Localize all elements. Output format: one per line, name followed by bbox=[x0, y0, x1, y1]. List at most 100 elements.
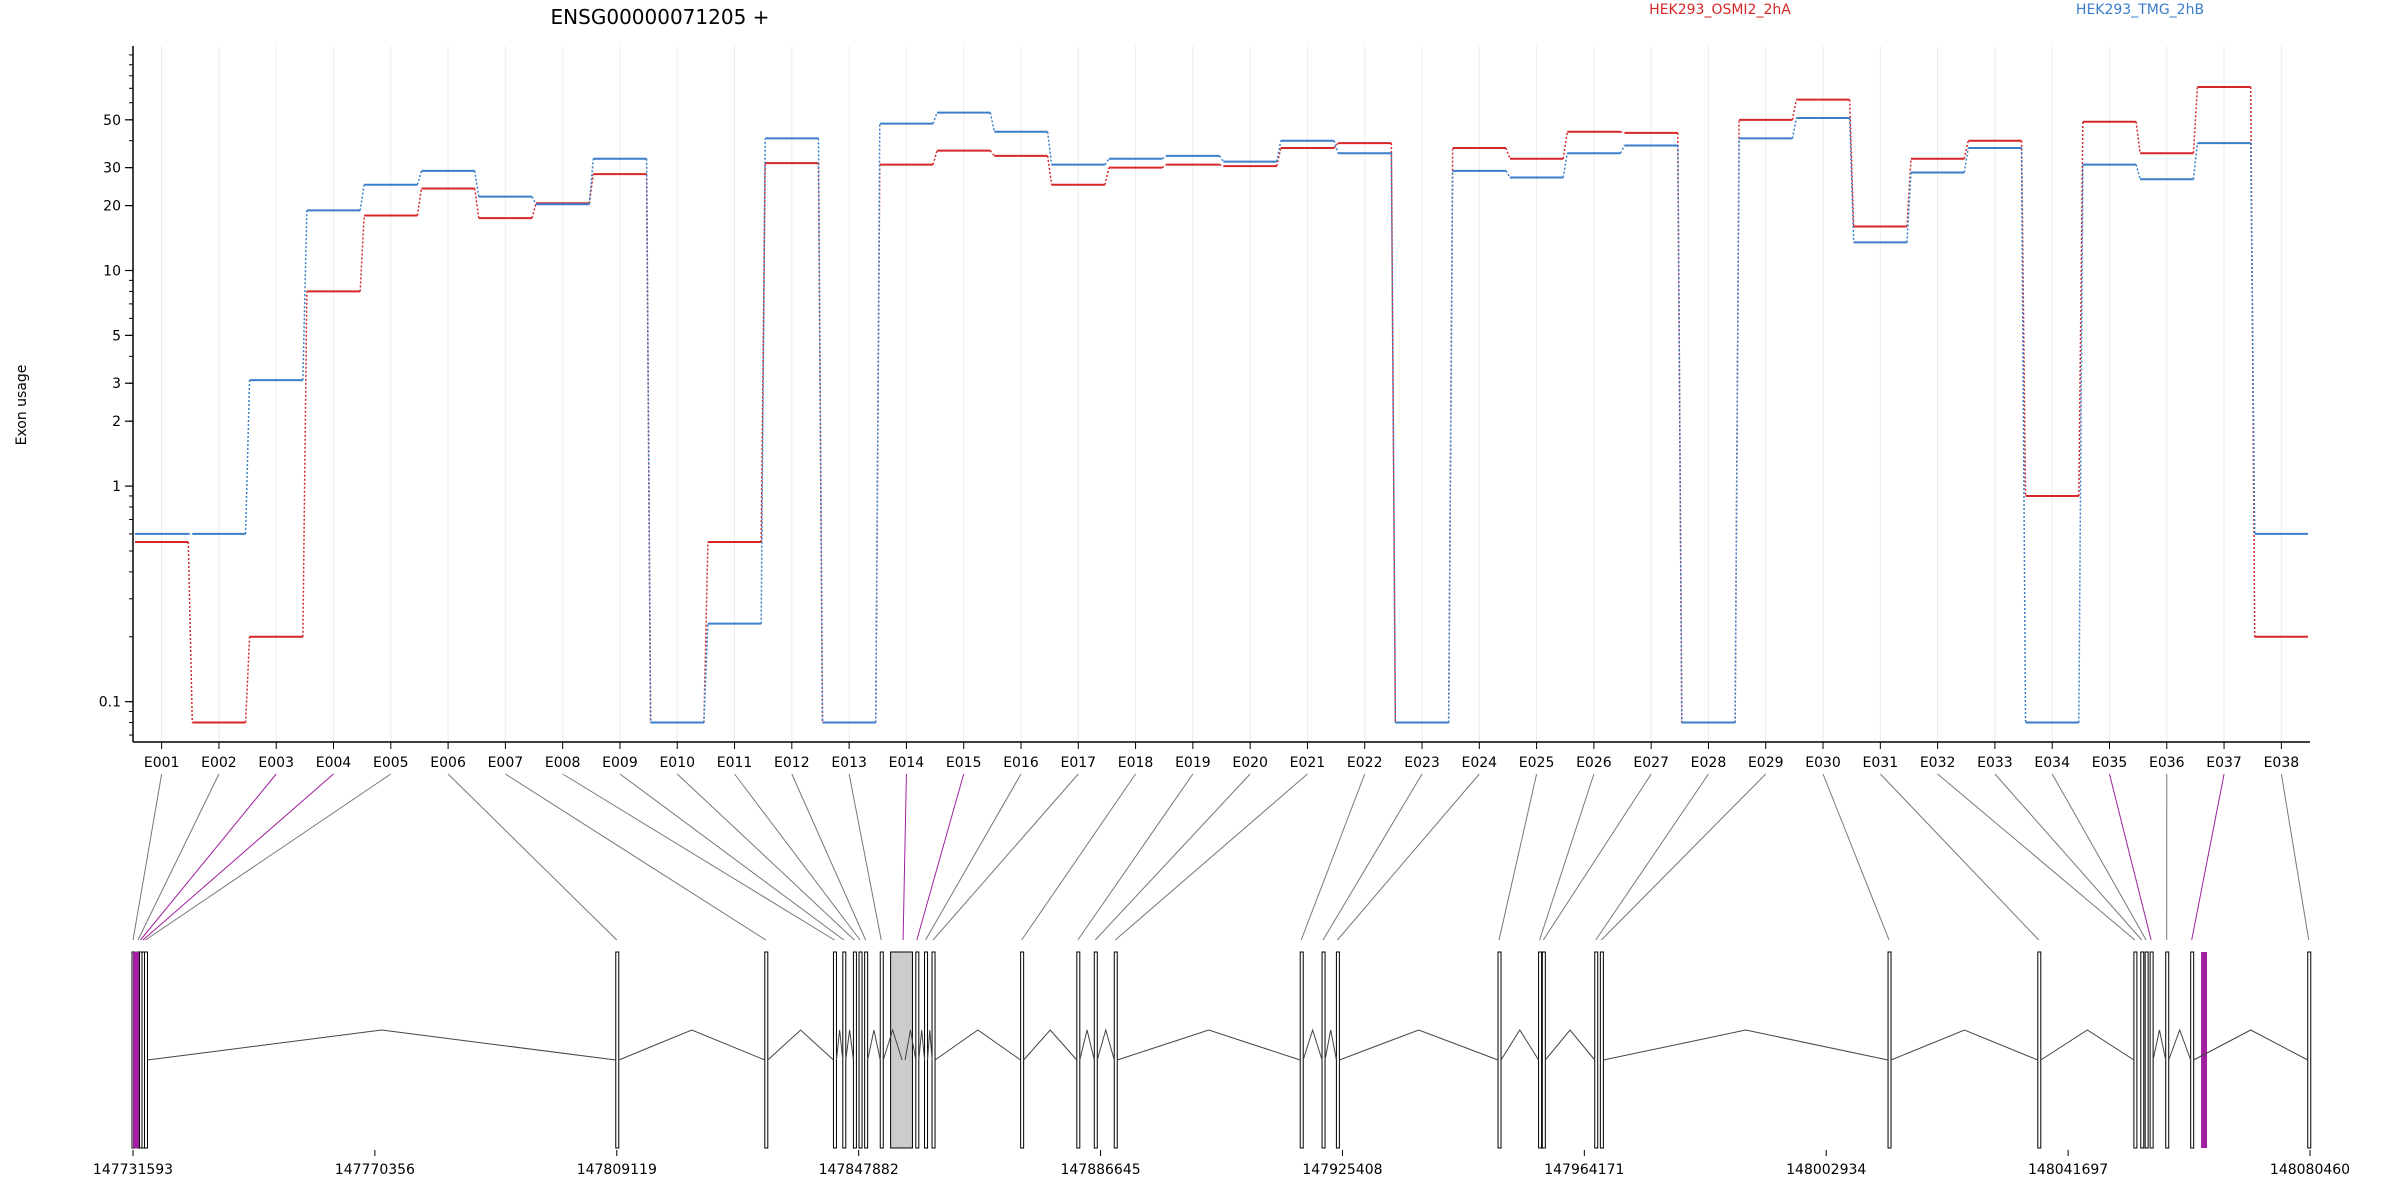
data-connector bbox=[2136, 165, 2140, 180]
data-connector bbox=[1506, 148, 1510, 159]
data-connector bbox=[1105, 168, 1109, 185]
x-tick-label: E005 bbox=[373, 755, 409, 771]
x-tick-label: E006 bbox=[430, 755, 466, 771]
exon-connector bbox=[1601, 774, 1765, 940]
x-tick-label: E027 bbox=[1633, 755, 1669, 771]
data-connector bbox=[933, 113, 937, 124]
exon-connector bbox=[1337, 774, 1479, 940]
data-connector bbox=[475, 189, 479, 219]
data-connector bbox=[1907, 172, 1911, 242]
intron-arc bbox=[1325, 1030, 1336, 1060]
exon-box bbox=[843, 952, 846, 1148]
data-connector bbox=[1162, 165, 1166, 168]
legend-entry-osmi2: HEK293_OSMI2_2hA bbox=[1649, 2, 1791, 18]
data-connector bbox=[1964, 148, 1968, 172]
data-connector bbox=[990, 113, 994, 132]
data-connector bbox=[1105, 159, 1109, 165]
data-connector bbox=[1048, 132, 1052, 165]
exon-box bbox=[1300, 952, 1303, 1148]
exon-box bbox=[2308, 952, 2311, 1148]
genomic-tick-label: 147770356 bbox=[335, 1162, 415, 1178]
intron-arc bbox=[1339, 1030, 1498, 1060]
intron-arc bbox=[2041, 1030, 2134, 1060]
x-tick-label: E031 bbox=[1863, 755, 1899, 771]
data-connector bbox=[1621, 132, 1625, 133]
exon-box bbox=[865, 952, 868, 1148]
exon-connector bbox=[620, 774, 844, 940]
exon-connector bbox=[1995, 774, 2142, 940]
intron-arc bbox=[1303, 1030, 1322, 1060]
exon-box bbox=[1595, 952, 1598, 1148]
y-tick-label: 30 bbox=[103, 161, 121, 177]
exon-marker bbox=[2201, 952, 2207, 1148]
exon-connector bbox=[2052, 774, 2146, 940]
genomic-tick-label: 148002934 bbox=[1786, 1162, 1866, 1178]
x-tick-label: E023 bbox=[1404, 755, 1440, 771]
x-tick-label: E003 bbox=[258, 755, 294, 771]
exon-box bbox=[1114, 952, 1117, 1148]
intron-arc bbox=[1097, 1030, 1114, 1060]
data-connector bbox=[2136, 122, 2140, 154]
x-tick-label: E029 bbox=[1748, 755, 1784, 771]
exon-connector bbox=[1115, 774, 1307, 940]
x-tick-label: E010 bbox=[659, 755, 695, 771]
y-tick-label: 2 bbox=[112, 414, 121, 430]
x-tick-label: E007 bbox=[488, 755, 524, 771]
exon-connector bbox=[1880, 774, 2038, 940]
gene-model bbox=[132, 952, 2311, 1148]
exon-connector bbox=[2192, 774, 2224, 940]
exon-box bbox=[2150, 952, 2153, 1148]
data-connector bbox=[761, 163, 765, 542]
genomic-tick-label: 147809119 bbox=[577, 1162, 657, 1178]
exon-connector bbox=[735, 774, 860, 940]
x-tick-label: E020 bbox=[1232, 755, 1268, 771]
x-tick-label: E011 bbox=[717, 755, 753, 771]
x-tick-label: E019 bbox=[1175, 755, 1211, 771]
exon-connector bbox=[933, 774, 1078, 940]
exon-connector bbox=[1078, 774, 1193, 940]
y-tick-label: 3 bbox=[112, 376, 121, 392]
data-connector bbox=[2251, 143, 2255, 534]
exon-box bbox=[1539, 952, 1542, 1148]
grid bbox=[162, 46, 2282, 742]
intron-arc bbox=[836, 1030, 842, 1060]
exon-box bbox=[2145, 952, 2148, 1148]
data-connector bbox=[1220, 156, 1224, 162]
exon-box bbox=[833, 952, 836, 1148]
data-connector bbox=[1506, 171, 1510, 178]
x-tick-label: E026 bbox=[1576, 755, 1612, 771]
intron-arc bbox=[868, 1030, 881, 1060]
x-tick-label: E021 bbox=[1290, 755, 1326, 771]
data-connector bbox=[2251, 87, 2255, 637]
data-connector bbox=[1449, 171, 1453, 723]
intron-arc bbox=[2194, 1030, 2308, 1060]
exon-connector bbox=[138, 774, 219, 940]
intron-arc bbox=[1545, 1030, 1594, 1060]
data-connector bbox=[360, 185, 364, 211]
exon-connector bbox=[143, 774, 334, 940]
intron-arc bbox=[1080, 1030, 1094, 1060]
exon-connector bbox=[1938, 774, 2135, 940]
data-connector bbox=[1563, 132, 1567, 159]
x-tick-label: E015 bbox=[946, 755, 982, 771]
intron-arc bbox=[1501, 1030, 1539, 1060]
series-tmg bbox=[135, 113, 2308, 723]
exon-connector bbox=[140, 774, 276, 940]
x-tick-label: E017 bbox=[1060, 755, 1096, 771]
data-connector bbox=[1162, 156, 1166, 159]
y-tick-label: 50 bbox=[103, 113, 121, 129]
x-tick-label: E009 bbox=[602, 755, 638, 771]
x-tick-label: E038 bbox=[2264, 755, 2300, 771]
intron-arc bbox=[619, 1030, 765, 1060]
intron-arc bbox=[935, 1030, 1021, 1060]
exon-box bbox=[925, 952, 928, 1148]
exon-box bbox=[1021, 952, 1024, 1148]
data-connector bbox=[417, 189, 421, 216]
x-tick-label: E004 bbox=[316, 755, 352, 771]
data-connector bbox=[532, 197, 536, 205]
exon-box bbox=[2134, 952, 2137, 1148]
x-tick-label: E036 bbox=[2149, 755, 2185, 771]
exon-box bbox=[859, 952, 862, 1148]
x-tick-label: E012 bbox=[774, 755, 810, 771]
